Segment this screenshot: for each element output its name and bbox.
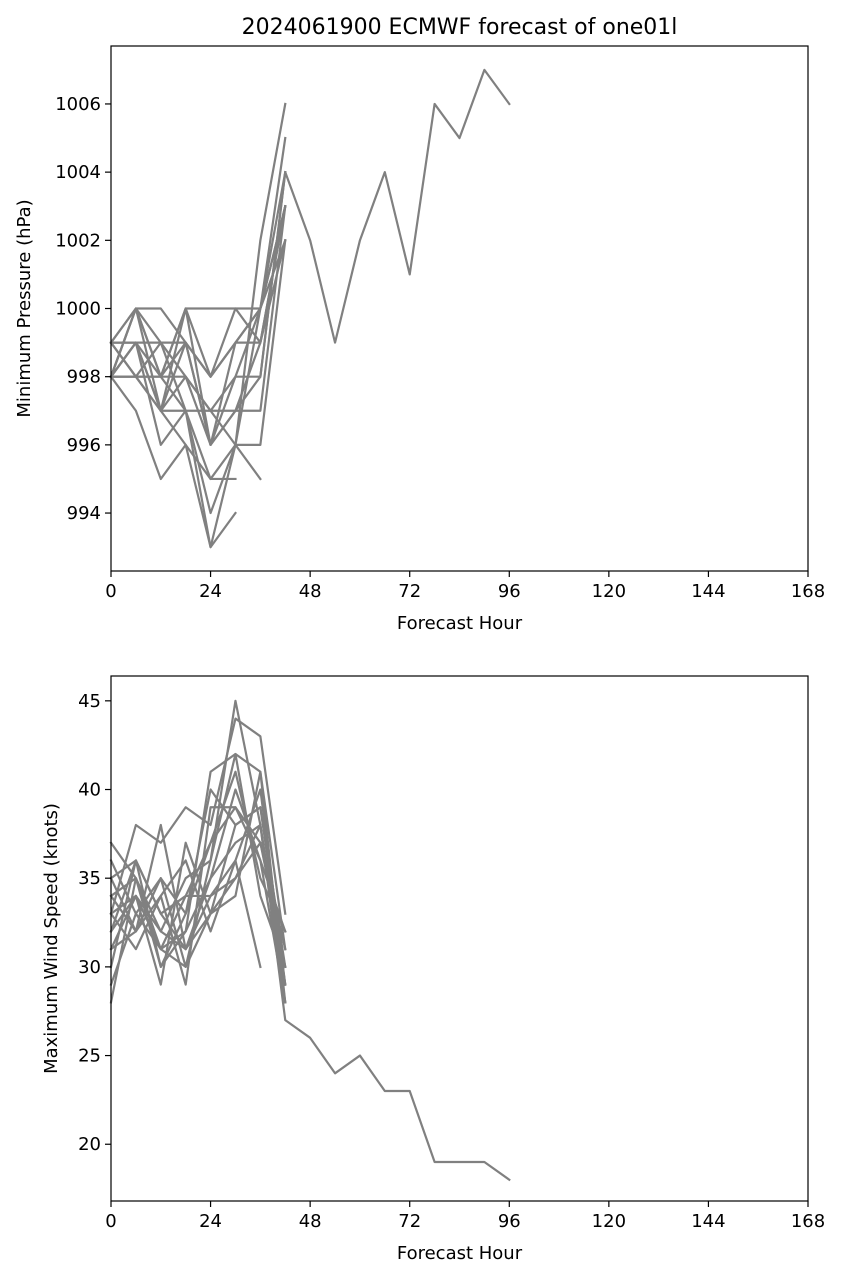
wind-y-tick-label: 25 xyxy=(78,1046,101,1067)
chart-title: 2024061900 ECMWF forecast of one01l xyxy=(242,15,678,40)
pressure-x-tick-label: 0 xyxy=(105,581,116,602)
pressure-y-tick-label: 1002 xyxy=(55,230,101,251)
pressure-axes-frame xyxy=(110,45,809,572)
wind-x-tick-label: 48 xyxy=(299,1211,322,1232)
pressure-y-tick-label: 998 xyxy=(67,367,101,388)
wind-y-tick-label: 20 xyxy=(78,1134,101,1155)
pressure-x-ticks: 0 24 48 72 96 120 144 168 xyxy=(105,571,825,602)
pressure-y-axis-label: Minimum Pressure (hPa) xyxy=(14,199,35,417)
wind-x-ticks: 0 24 48 72 96 120 144 168 xyxy=(105,1201,825,1232)
wind-series-line-14 xyxy=(109,806,287,951)
pressure-x-tick-label: 96 xyxy=(498,581,521,602)
wind-series-line-2 xyxy=(109,717,287,916)
wind-series-line-6 xyxy=(109,770,287,987)
wind-x-axis-label: Forecast Hour xyxy=(397,1243,523,1264)
wind-series-line-11 xyxy=(109,788,287,986)
wind-series-line-12 xyxy=(109,841,287,969)
wind-x-tick-label: 72 xyxy=(398,1211,421,1232)
pressure-chart: 2024061900 ECMWF forecast of one01l 0 24 4… xyxy=(14,15,825,634)
wind-chart: 0 24 48 72 96 120 144 168 20 25 30 35 40 45 Forecast… xyxy=(41,675,825,1264)
pressure-series-line-5 xyxy=(109,204,287,378)
wind-series-line-15 xyxy=(109,770,287,1004)
pressure-y-tick-label: 1006 xyxy=(55,94,101,115)
pressure-x-axis-label: Forecast Hour xyxy=(397,613,523,634)
wind-series-layer xyxy=(109,699,511,1182)
wind-series-line-10 xyxy=(109,823,287,1004)
pressure-series-line-14 xyxy=(109,238,287,378)
pressure-x-tick-label: 168 xyxy=(791,581,825,602)
pressure-series-line-15 xyxy=(109,204,287,446)
pressure-series-line-13 xyxy=(109,170,287,446)
pressure-x-tick-label: 120 xyxy=(592,581,626,602)
wind-x-tick-label: 120 xyxy=(592,1211,626,1232)
pressure-y-tick-label: 994 xyxy=(67,503,101,524)
wind-y-ticks: 20 25 30 35 40 45 xyxy=(78,691,111,1155)
wind-x-tick-label: 168 xyxy=(791,1211,825,1232)
wind-x-tick-label: 0 xyxy=(105,1211,116,1232)
pressure-x-tick-label: 48 xyxy=(299,581,322,602)
pressure-y-tick-label: 1000 xyxy=(55,299,101,320)
wind-y-axis-label: Maximum Wind Speed (knots) xyxy=(41,803,62,1074)
pressure-x-tick-label: 144 xyxy=(691,581,725,602)
wind-y-tick-label: 30 xyxy=(78,957,101,978)
wind-y-tick-label: 35 xyxy=(78,868,101,889)
pressure-series-line-1 xyxy=(109,102,287,549)
wind-y-tick-label: 45 xyxy=(78,691,101,712)
wind-axes-frame xyxy=(110,675,809,1202)
pressure-series-line-8 xyxy=(109,238,287,378)
pressure-series-line-11 xyxy=(109,239,287,481)
pressure-y-tick-label: 996 xyxy=(67,435,101,456)
pressure-series-layer xyxy=(109,68,511,549)
wind-x-tick-label: 144 xyxy=(691,1211,725,1232)
wind-x-tick-label: 24 xyxy=(199,1211,222,1232)
wind-y-tick-label: 40 xyxy=(78,780,101,801)
pressure-y-ticks: 994 996 998 1000 1002 1004 1006 xyxy=(55,94,111,524)
pressure-x-tick-label: 72 xyxy=(398,581,421,602)
wind-x-tick-label: 96 xyxy=(498,1211,521,1232)
pressure-series-line-6 xyxy=(109,204,287,446)
pressure-x-tick-label: 24 xyxy=(199,581,222,602)
pressure-y-tick-label: 1004 xyxy=(55,162,101,183)
